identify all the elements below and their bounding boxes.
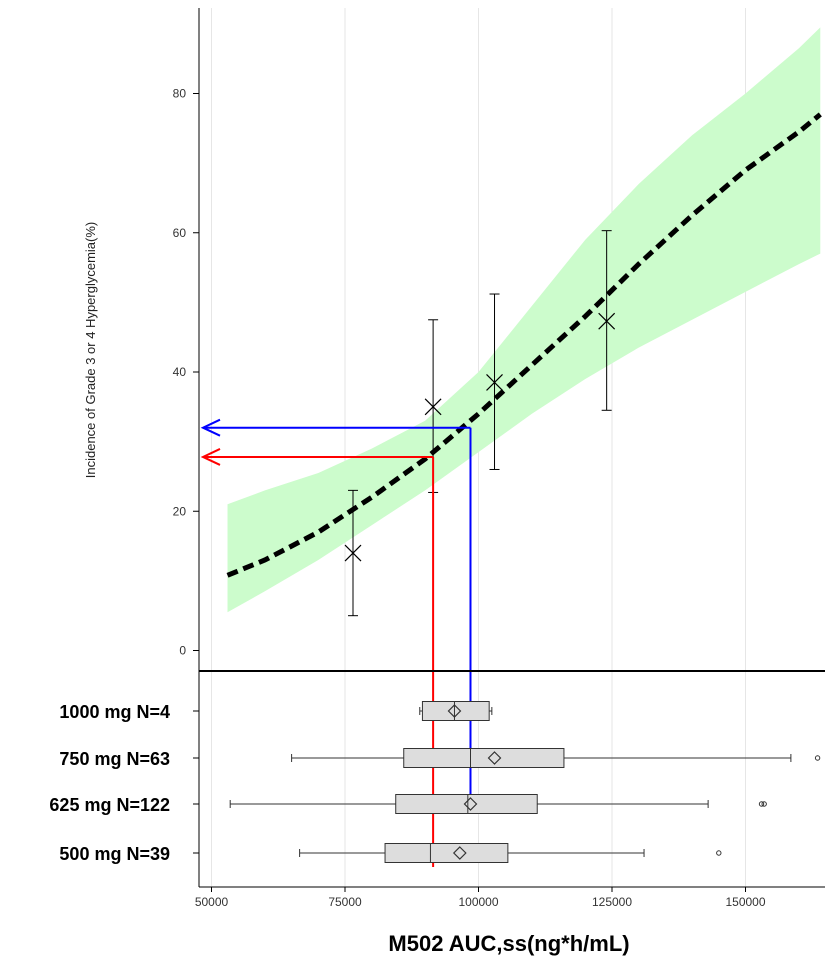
x-tick-label: 50000: [195, 895, 229, 909]
x-tick-label: 150000: [725, 895, 765, 909]
observed-point: [598, 312, 616, 330]
boxplot-box: [384, 843, 509, 863]
confidence-band-layer: [227, 27, 821, 613]
boxplot-group-label: 500 mg N=39: [59, 844, 170, 864]
y-tick-label: 80: [173, 87, 187, 101]
guide-arrowhead-blue: [200, 418, 221, 437]
x-tick-label: 75000: [328, 895, 362, 909]
x-tick-label: 100000: [458, 895, 498, 909]
y-tick-label: 0: [179, 644, 186, 658]
observed-point: [344, 544, 362, 562]
boxplot-outlier: [761, 801, 767, 807]
observed-point: [486, 374, 503, 391]
boxplot-group-label: 1000 mg N=4: [59, 702, 170, 722]
boxplots-layer: 1000 mg N=4 750 mg N=63 625 mg N=122 500 mg…: [49, 701, 821, 864]
boxplot-box: [395, 794, 538, 814]
boxplot-box: [421, 701, 490, 721]
y-tick-label: 40: [173, 365, 187, 379]
confidence-band: [227, 27, 821, 613]
observed-point: [424, 398, 442, 416]
boxplot-mean: [452, 846, 467, 860]
labels-layer: M502 AUC,ss(ng*h/mL) Incidence of Grade …: [83, 222, 630, 956]
y-axis-title: Incidence of Grade 3 or 4 Hyperglycemia(…: [83, 222, 98, 479]
y-tick-label: 20: [173, 504, 187, 518]
x-tick-label: 125000: [592, 895, 632, 909]
y-tick-label: 60: [173, 226, 187, 240]
x-axis-title: M502 AUC,ss(ng*h/mL): [388, 931, 629, 956]
boxplot-outlier: [716, 850, 722, 856]
boxplot-outlier: [814, 755, 821, 761]
boxplot-outlier: [758, 801, 765, 807]
boxplot-mean: [487, 751, 502, 765]
boxplot-group-label: 750 mg N=63: [59, 749, 170, 769]
guide-arrowhead-red: [200, 448, 221, 466]
axes-layer: 0 20 40 60 80 50000 75000 100000 125000 150000: [173, 8, 825, 909]
boxplot-mean: [463, 797, 478, 811]
boxplot-group-label: 625 mg N=122: [49, 795, 170, 815]
boxplot-box: [403, 748, 565, 768]
boxplot-mean: [447, 704, 462, 718]
